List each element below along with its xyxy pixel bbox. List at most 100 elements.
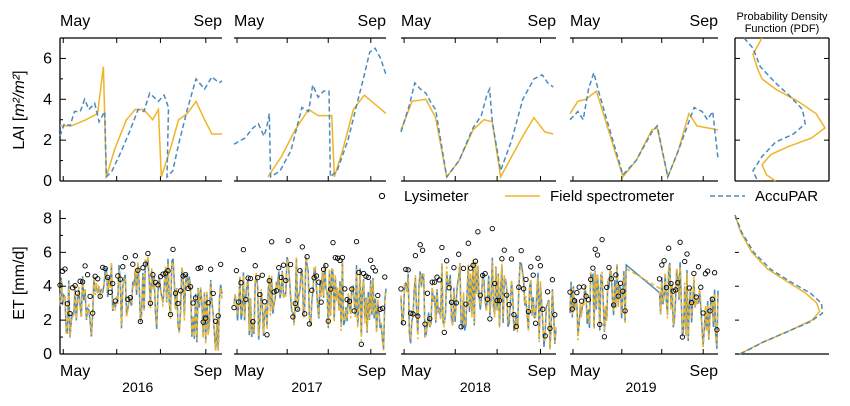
et-lysimeter-point (306, 321, 313, 327)
et-lysimeter-point (349, 286, 355, 292)
et-lysimeter-point (666, 245, 672, 251)
et-lysimeter-point (516, 284, 522, 290)
et-lysimeter-point (130, 261, 136, 267)
year-label-2018: 2018 (460, 379, 491, 395)
et-lysimeter-point (417, 242, 423, 248)
et-lysimeter-point (434, 274, 440, 280)
et-lysimeter-point (695, 264, 702, 270)
et-lysimeter-point (297, 267, 303, 274)
pdf-title-line2: Function (PDF) (745, 23, 820, 35)
et-lysimeter-point (691, 270, 697, 277)
et-lysimeter-point (213, 318, 219, 324)
et-lysimeter-point (528, 264, 534, 270)
et-lysimeter-point (278, 274, 284, 281)
et-lysimeter-point (87, 293, 93, 300)
et-lysimeter-point (400, 320, 407, 326)
et-lysimeter-point (530, 272, 536, 278)
et-lysimeter-point (535, 255, 541, 261)
et-lysimeter-point (578, 298, 585, 304)
et-lysimeter-point (198, 264, 204, 271)
lai-y-tick-label: 4 (43, 91, 52, 108)
legend (378, 192, 745, 200)
et-lysimeter-point (576, 284, 582, 290)
et-lysimeter-point (494, 297, 500, 304)
legend-lysimeter-marker (378, 192, 386, 200)
et-lysimeter-point (525, 308, 532, 315)
et-lysimeter-point (266, 278, 272, 284)
et-lysimeter-point (610, 302, 617, 308)
et-lysimeter-point (656, 276, 663, 282)
et-lysimeter-point (547, 325, 553, 332)
et-lysimeter-point (711, 270, 718, 276)
et-lysimeter-point (218, 261, 224, 268)
et-lysimeter-point (231, 304, 237, 311)
et-lysimeter-point (122, 254, 128, 261)
et-lysimeter-point (382, 274, 388, 280)
lai-field-spectrometer-line-2016 (60, 66, 222, 178)
et-lysimeter-point (368, 257, 374, 263)
et-lysimeter-point (100, 264, 106, 271)
et-lysimeter-point (160, 271, 166, 277)
et-lysimeter-point (127, 295, 133, 301)
et-lysimeter-point (613, 272, 619, 278)
et-lysimeter-point (238, 280, 244, 286)
et-lysimeter-point (511, 311, 517, 318)
lai-y-axis-label-close: ] (11, 70, 28, 74)
et-lysimeter-point (693, 294, 699, 300)
et-y-tick-label: 8 (43, 210, 52, 227)
et-lysimeter-point (415, 313, 421, 319)
et-lysimeter-point (472, 258, 479, 264)
et-lysimeter-point (465, 240, 471, 246)
et-lysimeter-point (436, 277, 443, 283)
year-label-2019: 2019 (625, 379, 656, 395)
et-lysimeter-point (215, 313, 221, 319)
et-lysimeter-point (316, 279, 322, 285)
lai-field-spectrometer-line-2019 (569, 89, 719, 180)
et-lysimeter-point (137, 318, 144, 325)
lai-pdf-panel (734, 37, 830, 182)
lai-month-label-sep: Sep (528, 13, 557, 30)
et-lysimeter-point (175, 300, 181, 307)
et-lysimeter-point (245, 275, 251, 281)
et-lysimeter-point (379, 305, 386, 311)
et-lysimeter-point (323, 262, 329, 269)
legend-accupar-label: AccuPAR (755, 188, 818, 205)
et-lysimeter-point (552, 312, 558, 318)
et-lysimeter-point (155, 282, 161, 288)
et-lysimeter-point (622, 308, 628, 314)
et-month-label-sep: Sep (528, 363, 557, 380)
lai-y-axis-label-unit: m²/m² (11, 74, 28, 116)
et-y-tick-label: 6 (43, 244, 52, 261)
et-lysimeter-point (330, 239, 336, 246)
et-field-spectrometer-line-2016 (59, 255, 223, 351)
lai-month-label-may: May (401, 13, 431, 30)
lai-pdf-accupar-curve (743, 37, 807, 182)
et-lysimeter-point (606, 264, 612, 271)
et-lysimeter-point (358, 341, 364, 347)
et-lysimeter-point (320, 266, 327, 273)
et-lysimeter-point (686, 285, 692, 291)
et-lysimeter-point (150, 272, 156, 278)
et-y-tick-label: 0 (43, 346, 52, 363)
et-lysimeter-point (448, 299, 455, 305)
et-month-label-sep: Sep (690, 363, 719, 380)
et-lysimeter-point (661, 258, 667, 264)
et-lysimeter-point (588, 276, 594, 283)
et-month-label-may: May (570, 363, 600, 380)
et-lysimeter-point (105, 274, 111, 281)
et-lysimeter-point (205, 300, 211, 306)
et-lysimeter-point (292, 300, 298, 307)
et-lysimeter-point (342, 286, 348, 292)
et-lysimeter-point (581, 284, 587, 290)
et-lysimeter-point (97, 293, 103, 299)
et-lysimeter-point (135, 267, 141, 273)
et-lysimeter-point (684, 251, 690, 257)
lai-y-tick-label: 2 (43, 132, 52, 149)
et-lysimeter-point (705, 268, 711, 274)
et-lysimeter-point (608, 276, 614, 282)
et-lysimeter-point (203, 315, 209, 321)
et-pdf-accupar-curve (734, 214, 824, 355)
et-lysimeter-point (74, 290, 81, 296)
et-lysimeter-point (439, 244, 445, 251)
et-lysimeter-point (615, 293, 621, 299)
